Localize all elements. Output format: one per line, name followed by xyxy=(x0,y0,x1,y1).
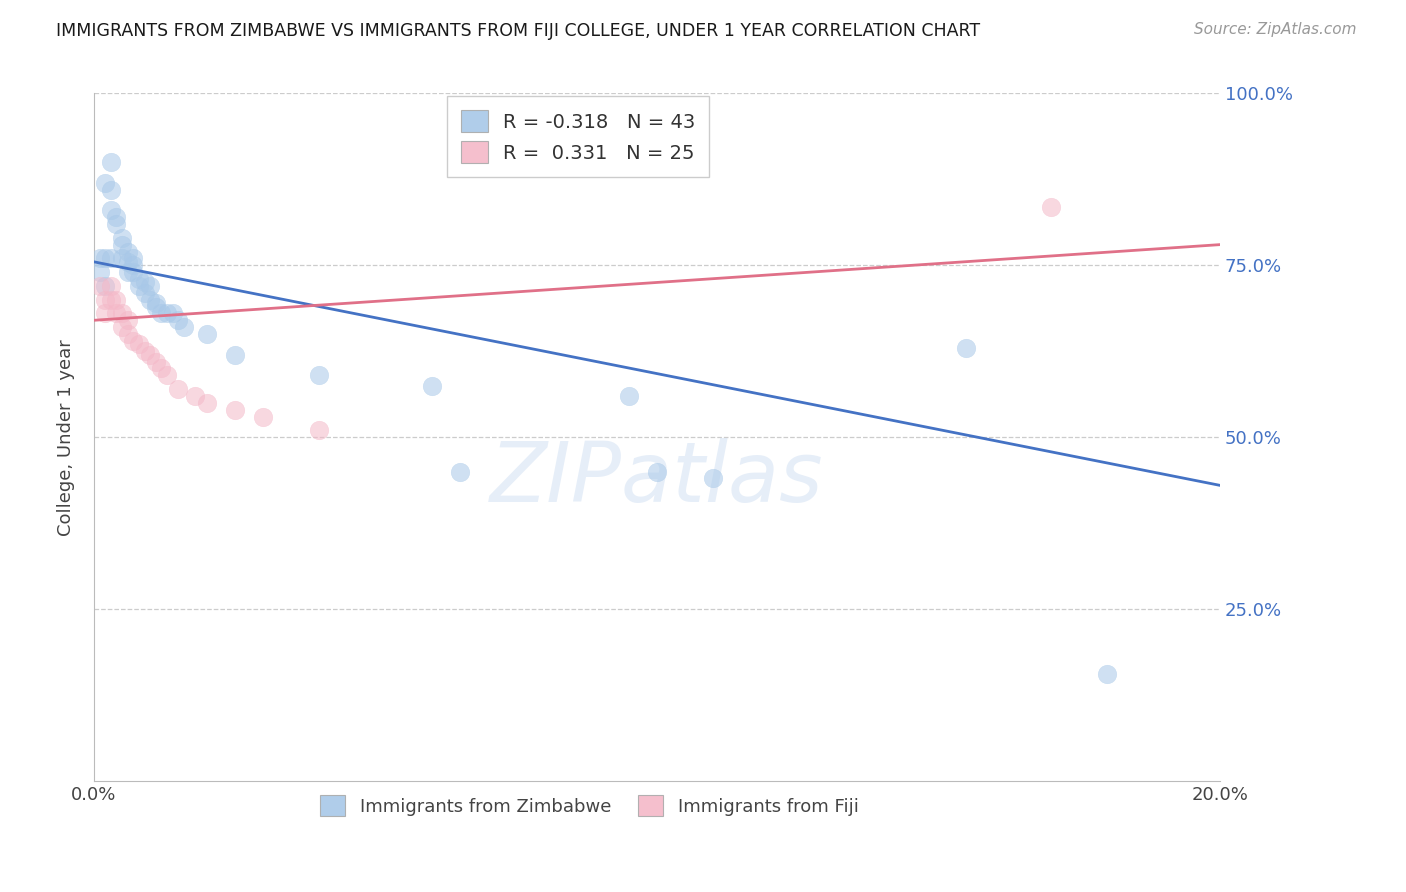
Point xyxy=(139,279,162,293)
Point xyxy=(134,276,156,290)
Point xyxy=(94,252,117,266)
Point xyxy=(100,203,122,218)
Point xyxy=(122,258,145,272)
Point xyxy=(128,272,150,286)
Point xyxy=(117,265,139,279)
Point xyxy=(100,183,122,197)
Point xyxy=(156,368,179,383)
Point xyxy=(105,217,128,231)
Point xyxy=(100,252,122,266)
Point xyxy=(167,382,190,396)
Point xyxy=(702,471,724,485)
Point xyxy=(94,306,117,320)
Point xyxy=(252,409,274,424)
Legend: Immigrants from Zimbabwe, Immigrants from Fiji: Immigrants from Zimbabwe, Immigrants fro… xyxy=(312,789,866,823)
Point xyxy=(117,244,139,259)
Point xyxy=(94,279,117,293)
Point xyxy=(308,423,330,437)
Point xyxy=(145,296,167,310)
Point xyxy=(105,210,128,224)
Point xyxy=(184,389,207,403)
Point xyxy=(134,285,156,300)
Point xyxy=(420,378,443,392)
Point xyxy=(1095,667,1118,681)
Point xyxy=(645,465,668,479)
Point xyxy=(117,326,139,341)
Point xyxy=(117,255,139,269)
Point xyxy=(111,320,134,334)
Point xyxy=(150,361,173,376)
Point xyxy=(111,231,134,245)
Point xyxy=(150,306,173,320)
Point xyxy=(162,306,184,320)
Point xyxy=(100,155,122,169)
Point xyxy=(100,279,122,293)
Point xyxy=(134,344,156,359)
Point xyxy=(224,348,246,362)
Point xyxy=(128,337,150,351)
Text: IMMIGRANTS FROM ZIMBABWE VS IMMIGRANTS FROM FIJI COLLEGE, UNDER 1 YEAR CORRELATI: IMMIGRANTS FROM ZIMBABWE VS IMMIGRANTS F… xyxy=(56,22,980,40)
Point xyxy=(89,279,111,293)
Point xyxy=(195,326,218,341)
Point xyxy=(94,176,117,190)
Point xyxy=(308,368,330,383)
Point xyxy=(145,300,167,314)
Point xyxy=(617,389,640,403)
Point xyxy=(955,341,977,355)
Point xyxy=(145,354,167,368)
Point xyxy=(139,293,162,307)
Point xyxy=(139,348,162,362)
Point xyxy=(449,465,471,479)
Point xyxy=(122,334,145,348)
Point xyxy=(105,306,128,320)
Point xyxy=(167,313,190,327)
Y-axis label: College, Under 1 year: College, Under 1 year xyxy=(58,339,75,535)
Text: ZIPatlas: ZIPatlas xyxy=(491,438,824,519)
Point xyxy=(128,279,150,293)
Point xyxy=(111,306,134,320)
Point xyxy=(100,293,122,307)
Point xyxy=(105,293,128,307)
Point xyxy=(94,293,117,307)
Point xyxy=(1039,200,1062,214)
Text: Source: ZipAtlas.com: Source: ZipAtlas.com xyxy=(1194,22,1357,37)
Point xyxy=(173,320,195,334)
Point xyxy=(111,252,134,266)
Point xyxy=(117,313,139,327)
Point xyxy=(89,265,111,279)
Point xyxy=(224,402,246,417)
Point xyxy=(122,252,145,266)
Point xyxy=(195,396,218,410)
Point xyxy=(156,306,179,320)
Point xyxy=(111,237,134,252)
Point xyxy=(89,252,111,266)
Point xyxy=(122,265,145,279)
